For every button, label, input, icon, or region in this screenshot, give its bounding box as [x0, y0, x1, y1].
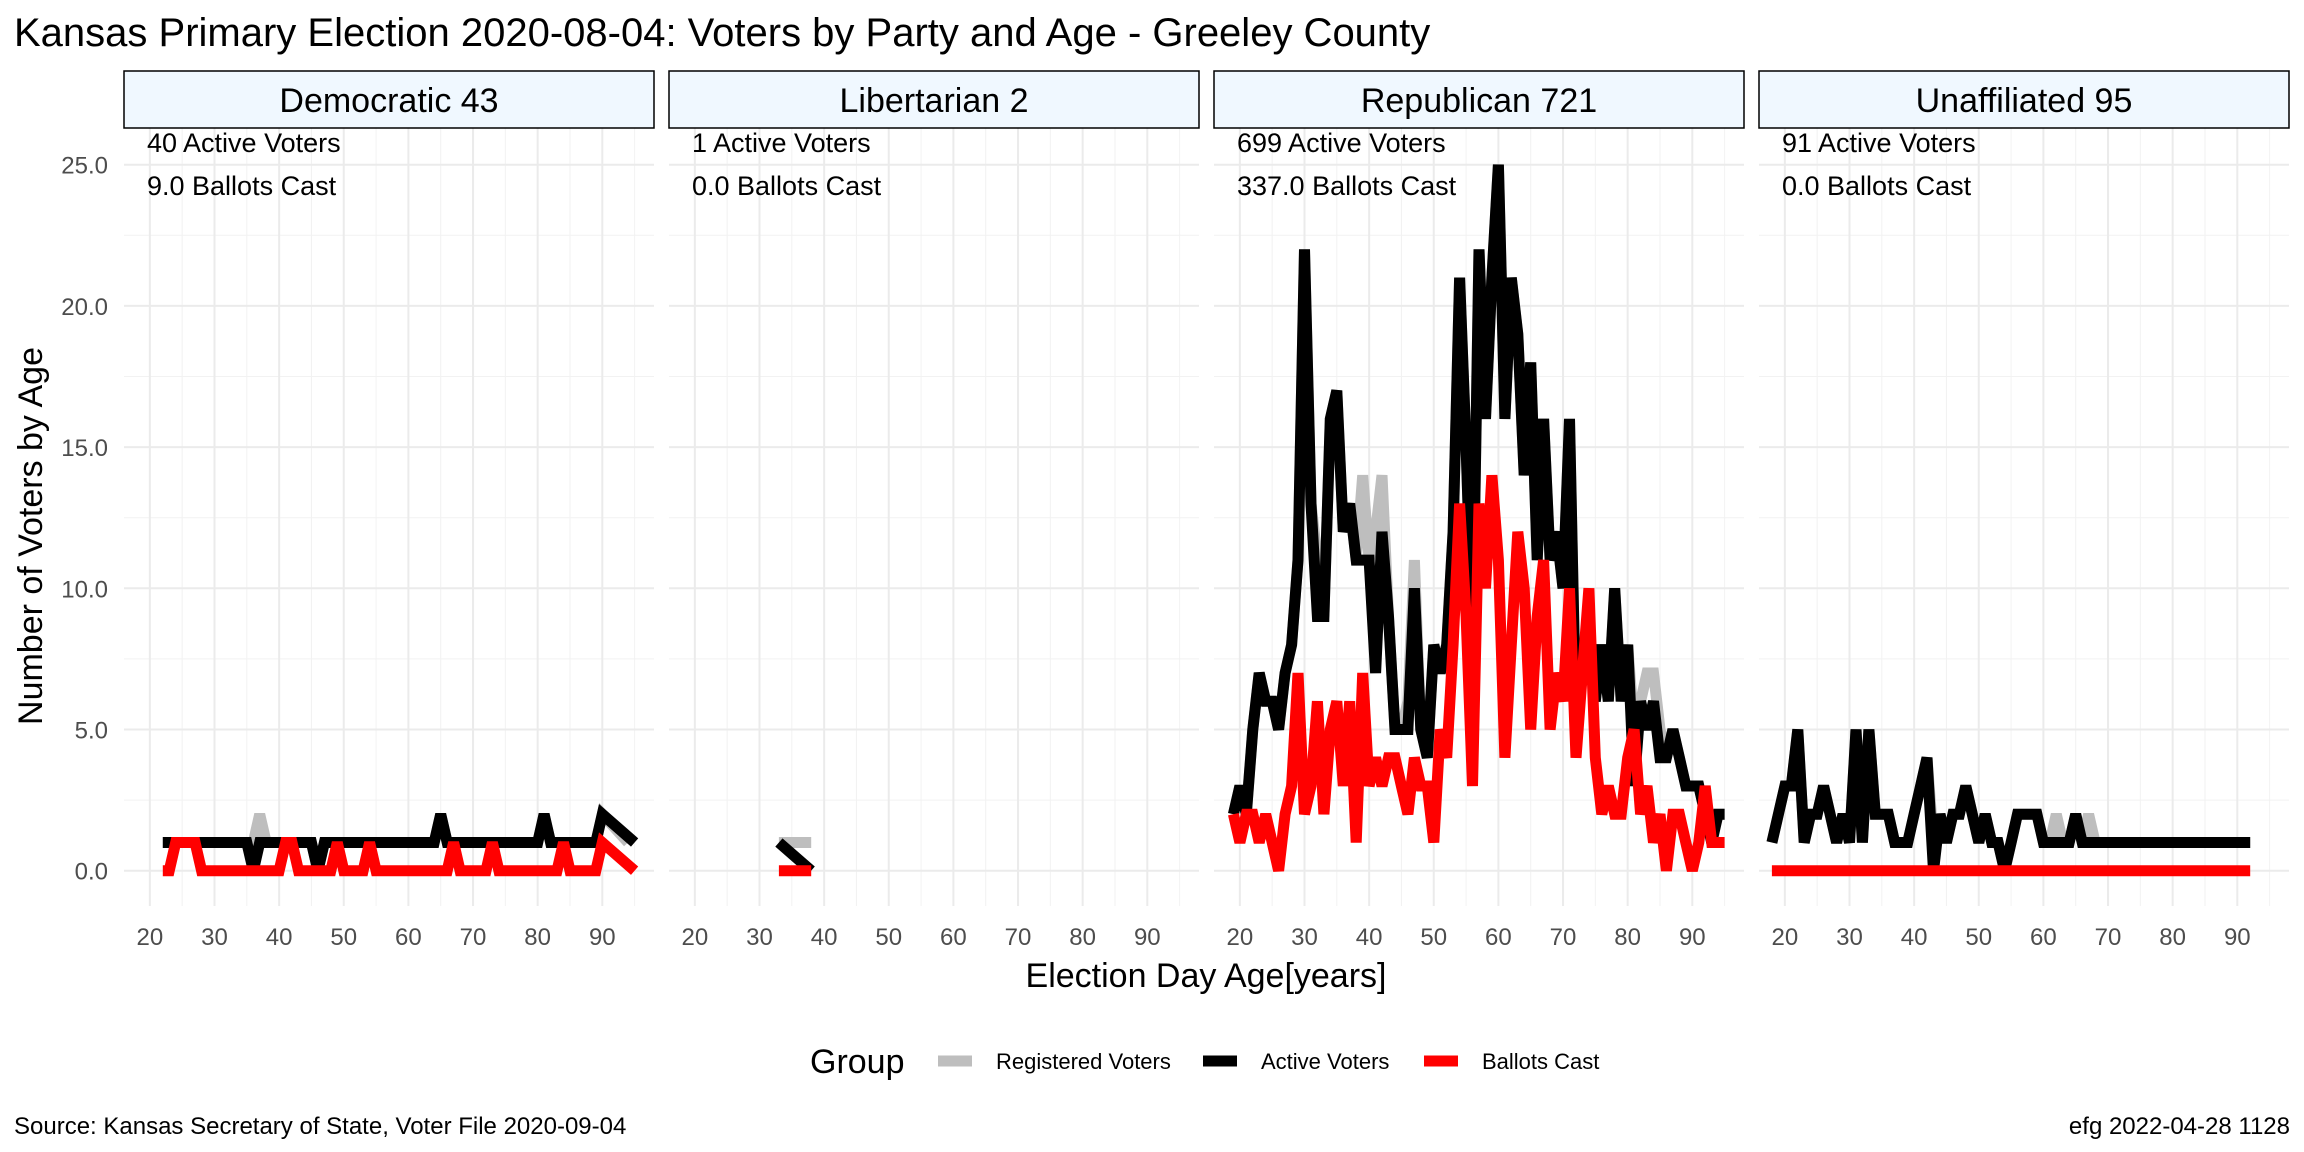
x-tick-label: 20 [1772, 924, 1799, 951]
legend-items: Registered Voters Active Voters Ballots Ca… [938, 1049, 1599, 1074]
series-line-active-voters [1228, 164, 1725, 844]
panel-annotation: 1 Active Voters [692, 128, 871, 158]
legend-label: Active Voters [1261, 1049, 1389, 1074]
x-tick-label: 50 [875, 924, 902, 951]
x-tick-label: 80 [524, 924, 551, 951]
x-tick-label: 40 [811, 924, 838, 951]
facet-panel: Democratic 43 40 Active Voters 9.0 Ballots… [123, 70, 655, 951]
y-tick-label: 15.0 [61, 435, 108, 462]
x-tick-label: 70 [460, 924, 487, 951]
x-tick-label: 20 [1227, 924, 1254, 951]
x-tick-label: 20 [137, 924, 164, 951]
panel-annotation: 40 Active Voters [147, 128, 341, 158]
x-tick-label: 50 [1420, 924, 1447, 951]
x-tick-label: 30 [1291, 924, 1318, 951]
x-tick-label: 70 [1005, 924, 1032, 951]
x-tick-label: 90 [1679, 924, 1706, 951]
x-tick-label: 50 [330, 924, 357, 951]
x-tick-label: 90 [2224, 924, 2251, 951]
x-tick-label: 60 [1485, 924, 1512, 951]
x-tick-label: 40 [266, 924, 293, 951]
y-tick-label: 0.0 [75, 859, 108, 886]
facet-strip [1758, 70, 2290, 129]
x-tick-label: 70 [2095, 924, 2122, 951]
x-tick-label: 60 [395, 924, 422, 951]
series-line-ballots-cast [1228, 474, 1725, 872]
x-tick-label: 20 [682, 924, 709, 951]
legend-label: Ballots Cast [1482, 1049, 1599, 1074]
x-tick-label: 60 [2030, 924, 2057, 951]
y-tick-label: 5.0 [75, 718, 108, 745]
legend-label: Registered Voters [996, 1049, 1171, 1074]
facet-strip-label: Unaffiliated 95 [1916, 82, 2133, 120]
y-axis-title: Number of Voters by Age [12, 347, 50, 725]
x-tick-label: 70 [1550, 924, 1577, 951]
x-tick-label: 80 [2159, 924, 2186, 951]
facet-strip-label: Republican 721 [1361, 82, 1597, 120]
panel-annotation: 0.0 Ballots Cast [692, 171, 882, 201]
x-tick-label: 90 [589, 924, 616, 951]
x-tick-label: 80 [1069, 924, 1096, 951]
x-tick-label: 30 [1836, 924, 1863, 951]
panel-annotation: 91 Active Voters [1782, 128, 1976, 158]
x-tick-label: 40 [1356, 924, 1383, 951]
panel-annotation: 9.0 Ballots Cast [147, 171, 337, 201]
panel-annotation: 337.0 Ballots Cast [1237, 171, 1457, 201]
chart-title: Kansas Primary Election 2020-08-04: Vote… [14, 11, 1430, 55]
x-tick-label: 30 [746, 924, 773, 951]
x-tick-label: 60 [940, 924, 967, 951]
facet-panel: Unaffiliated 95 91 Active Voters 0.0 Ballo… [1758, 70, 2290, 951]
facet-strip [123, 70, 655, 129]
x-tick-label: 30 [201, 924, 228, 951]
facet-panel: Libertarian 2 1 Active Voters 0.0 Ballots … [668, 70, 1200, 951]
y-tick-label: 20.0 [61, 294, 108, 321]
facet-strip [1213, 70, 1745, 129]
facet-strip [668, 70, 1200, 129]
legend-title: Group [810, 1043, 905, 1081]
panels-layer: Democratic 43 40 Active Voters 9.0 Ballots… [61, 70, 2290, 951]
y-tick-label: 10.0 [61, 576, 108, 603]
credit-caption: efg 2022-04-28 1128 [2069, 1113, 2290, 1140]
facet-strip-label: Libertarian 2 [839, 82, 1028, 120]
x-tick-label: 90 [1134, 924, 1161, 951]
series-line-ballots-cast [162, 832, 639, 877]
panel-annotation: 699 Active Voters [1237, 128, 1446, 158]
facet-panel: Republican 721 699 Active Voters 337.0 Bal… [1213, 70, 1745, 951]
source-caption: Source: Kansas Secretary of State, Voter… [14, 1113, 626, 1140]
facet-strip-label: Democratic 43 [279, 82, 498, 120]
legend: Group Registered Voters Active Voters Ball… [810, 1043, 1599, 1081]
x-tick-label: 50 [1965, 924, 1992, 951]
y-tick-label: 25.0 [61, 153, 108, 180]
x-axis-title: Election Day Age[years] [1026, 957, 1387, 995]
panel-annotation: 0.0 Ballots Cast [1782, 171, 1972, 201]
x-tick-label: 40 [1901, 924, 1928, 951]
x-tick-label: 80 [1614, 924, 1641, 951]
